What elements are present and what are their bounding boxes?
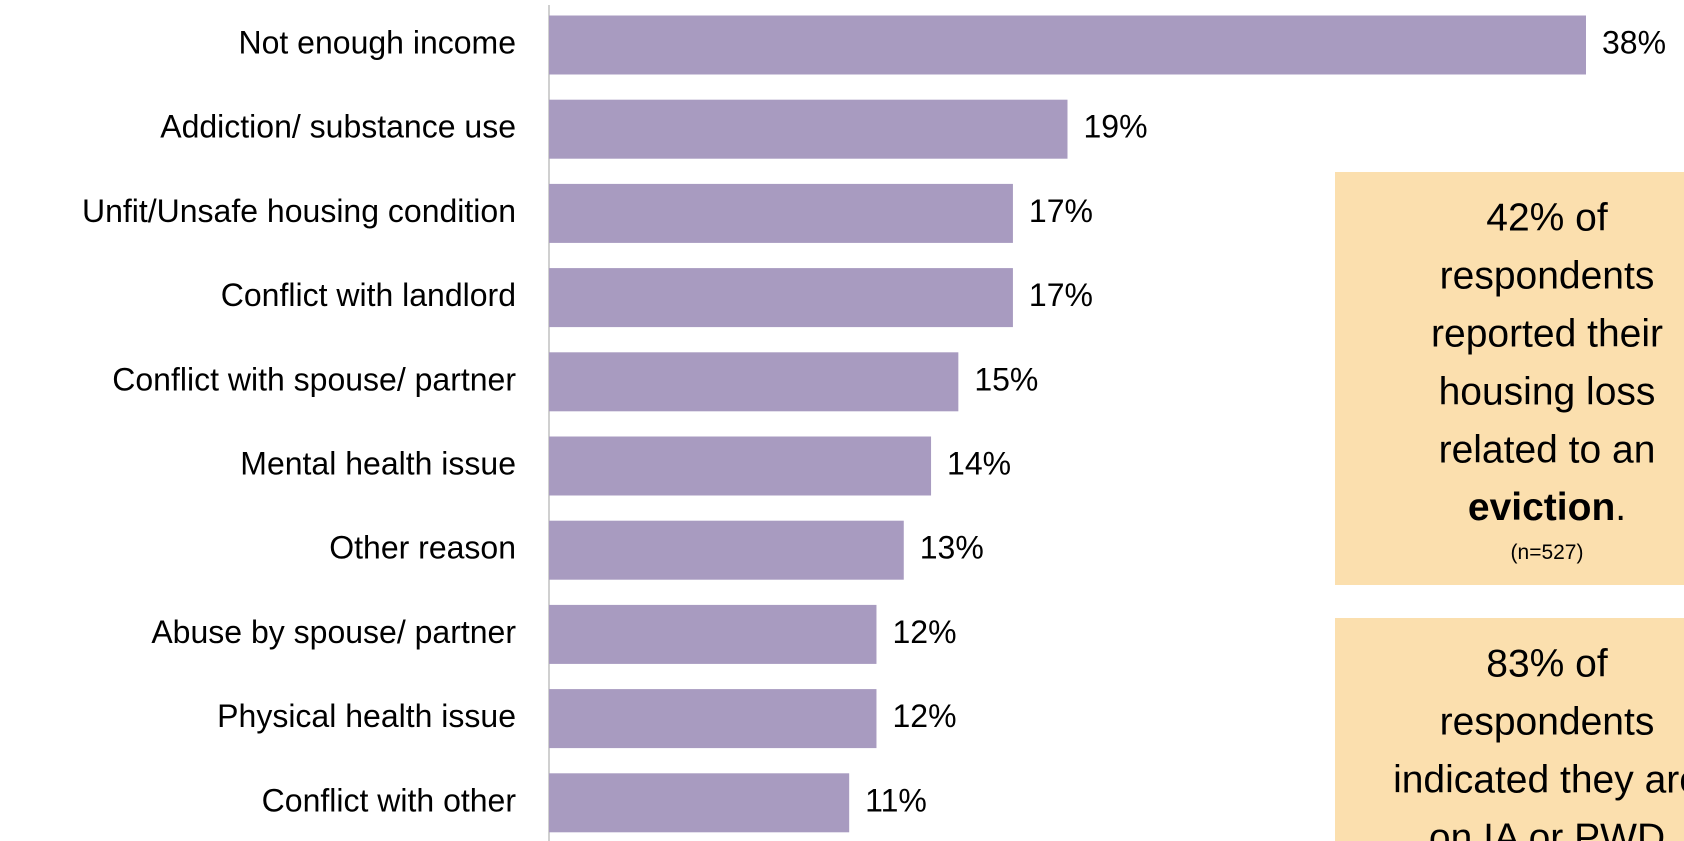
bar <box>549 352 959 412</box>
value-label: 19% <box>1084 109 1148 145</box>
bar <box>549 520 904 580</box>
annotation-text: respondents <box>1440 254 1655 297</box>
annotation-text: on IA or PWD <box>1429 816 1665 841</box>
value-label: 12% <box>892 698 956 734</box>
category-label: Unfit/Unsafe housing condition <box>82 193 516 229</box>
category-label: Physical health issue <box>217 698 516 734</box>
category-label: Not enough income <box>238 24 516 60</box>
annotation-box <box>1335 172 1684 585</box>
annotation-box <box>1335 618 1684 841</box>
bar <box>549 183 1013 243</box>
bar <box>549 604 877 664</box>
annotation-text: 83% of <box>1486 642 1608 685</box>
value-label: 17% <box>1029 277 1093 313</box>
annotation-text: 42% of <box>1486 196 1608 239</box>
annotation-emphasis: eviction <box>1468 486 1615 529</box>
annotation-text: reported their <box>1431 312 1663 355</box>
value-label: 13% <box>920 530 984 566</box>
annotation-text: eviction. <box>1468 486 1626 529</box>
value-label: 12% <box>892 614 956 650</box>
value-label: 14% <box>947 445 1011 481</box>
bar <box>549 689 877 749</box>
bar <box>549 268 1013 328</box>
category-label: Conflict with other <box>262 782 517 818</box>
bar <box>549 773 850 833</box>
category-label: Conflict with landlord <box>221 277 516 313</box>
category-label: Other reason <box>329 530 516 566</box>
value-label: 15% <box>974 361 1038 397</box>
annotation-punctuation: . <box>1615 486 1626 529</box>
category-label: Abuse by spouse/ partner <box>151 614 516 650</box>
category-label: Mental health issue <box>240 445 516 481</box>
annotation-text: housing loss <box>1439 370 1656 413</box>
annotation-text: indicated they are <box>1393 758 1684 801</box>
value-label: 17% <box>1029 193 1093 229</box>
value-label: 38% <box>1602 24 1666 60</box>
category-label: Addiction/ substance use <box>160 109 516 145</box>
category-label: Conflict with spouse/ partner <box>112 361 516 397</box>
bar <box>549 436 932 496</box>
bar <box>549 99 1068 159</box>
annotation-text: respondents <box>1440 700 1655 743</box>
annotation-note: (n=527) <box>1511 541 1584 564</box>
value-label: 11% <box>865 782 927 818</box>
annotation-text: related to an <box>1439 428 1656 471</box>
bar <box>549 15 1586 75</box>
